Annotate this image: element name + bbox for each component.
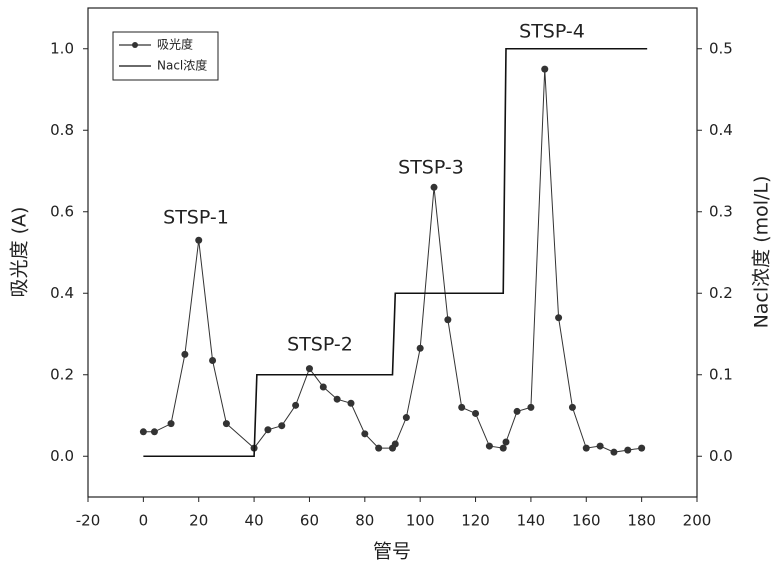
- series-line: [143, 69, 641, 452]
- data-point: [223, 420, 230, 427]
- data-point: [195, 237, 202, 244]
- y-tick-label: 0.2: [50, 365, 74, 383]
- x-tick-label: 160: [572, 512, 601, 530]
- data-point: [361, 430, 368, 437]
- x-tick-label: 60: [300, 512, 319, 530]
- y2-tick-label: 0.0: [709, 447, 733, 465]
- plot-frame: [88, 8, 697, 497]
- y-tick-label: 0.4: [50, 284, 74, 302]
- data-point: [624, 447, 631, 454]
- data-point: [597, 443, 604, 450]
- annotation: STSP-4: [519, 21, 585, 43]
- legend-marker: [132, 42, 138, 48]
- legend-label: 吸光度: [157, 37, 193, 52]
- x-tick-label: 0: [139, 512, 149, 530]
- data-point: [472, 410, 479, 417]
- x-axis-label: 管号: [373, 541, 411, 563]
- y-tick-label: 0.0: [50, 447, 74, 465]
- annotation: STSP-3: [398, 157, 464, 179]
- data-point: [555, 314, 562, 321]
- data-point: [168, 420, 175, 427]
- x-tick-label: 140: [517, 512, 546, 530]
- y2-tick-label: 0.3: [709, 202, 733, 220]
- y-tick-label: 0.6: [50, 202, 74, 220]
- x-tick-label: 180: [627, 512, 656, 530]
- data-point: [403, 414, 410, 421]
- data-point: [583, 445, 590, 452]
- data-point: [209, 357, 216, 364]
- data-point: [514, 408, 521, 415]
- chart: 管号 吸光度 (A) Nacl浓度 (mol/L) -20 0 20 40 60 80 10…: [0, 0, 781, 572]
- data-point: [151, 428, 158, 435]
- x-tick-label: 20: [189, 512, 208, 530]
- data-point: [392, 441, 399, 448]
- y2-tick-label: 0.5: [709, 39, 733, 57]
- data-point: [320, 383, 327, 390]
- data-point: [458, 404, 465, 411]
- annotation: STSP-1: [163, 207, 229, 229]
- y-tick-label: 0.8: [50, 121, 74, 139]
- data-point: [527, 404, 534, 411]
- series-line: [143, 49, 647, 457]
- data-point: [444, 316, 451, 323]
- data-point: [306, 365, 313, 372]
- legend-label: Nacl浓度: [157, 58, 207, 73]
- data-point: [347, 400, 354, 407]
- data-point: [375, 445, 382, 452]
- y-axis-label: 吸光度 (A): [9, 207, 31, 298]
- data-point: [569, 404, 576, 411]
- data-point: [541, 66, 548, 73]
- data-point: [417, 345, 424, 352]
- data-point: [486, 443, 493, 450]
- data-point: [500, 445, 507, 452]
- data-point: [334, 396, 341, 403]
- data-point: [181, 351, 188, 358]
- x-tick-label: 100: [406, 512, 435, 530]
- data-point: [292, 402, 299, 409]
- y-tick-label: 1.0: [50, 39, 74, 57]
- data-point: [140, 428, 147, 435]
- annotation: STSP-2: [287, 334, 353, 356]
- x-tick-label: 120: [461, 512, 490, 530]
- x-tick-label: 80: [355, 512, 374, 530]
- data-point: [502, 438, 509, 445]
- y2-tick-label: 0.1: [709, 365, 733, 383]
- data-point: [278, 422, 285, 429]
- data-point: [264, 426, 271, 433]
- y2-tick-label: 0.4: [709, 121, 733, 139]
- data-point: [431, 184, 438, 191]
- x-tick-label: -20: [76, 512, 101, 530]
- data-point: [610, 449, 617, 456]
- x-tick-label: 40: [245, 512, 264, 530]
- x-tick-label: 200: [683, 512, 712, 530]
- data-point: [638, 445, 645, 452]
- y2-axis-label: Nacl浓度 (mol/L): [751, 176, 773, 329]
- y2-tick-label: 0.2: [709, 284, 733, 302]
